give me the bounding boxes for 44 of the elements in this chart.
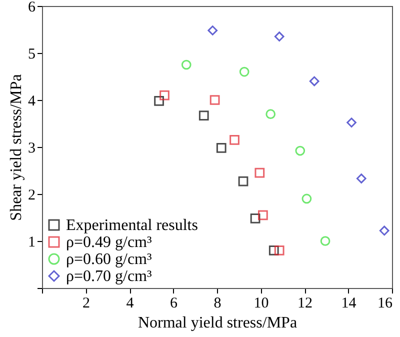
y-axis-title: Shear yield stress/MPa bbox=[8, 74, 25, 221]
y-tick-label: 2 bbox=[28, 188, 36, 204]
y-tick-label: 6 bbox=[28, 0, 36, 16]
point bbox=[320, 236, 330, 246]
point bbox=[309, 76, 320, 86]
point bbox=[208, 26, 218, 36]
point bbox=[295, 146, 306, 156]
legend-label: ρ=0.60 g/cm³ bbox=[66, 251, 152, 268]
point bbox=[266, 109, 276, 120]
x-tick-label: 6 bbox=[170, 296, 178, 312]
legend-label: ρ=0.49 g/cm³ bbox=[66, 234, 152, 251]
point bbox=[258, 210, 268, 220]
point bbox=[230, 135, 240, 145]
point bbox=[346, 118, 356, 128]
point bbox=[356, 174, 366, 184]
y-tick-label: 1 bbox=[28, 234, 36, 250]
point bbox=[239, 66, 250, 77]
point bbox=[181, 60, 192, 70]
point bbox=[210, 95, 220, 105]
x-tick-label: 4 bbox=[126, 296, 134, 312]
x-axis-title: Normal yield stress/MPa bbox=[138, 314, 298, 332]
x-tick-label: 10 bbox=[254, 296, 269, 312]
point bbox=[238, 176, 248, 186]
point bbox=[268, 245, 279, 256]
point bbox=[216, 143, 226, 153]
x-tick-label: 14 bbox=[341, 296, 357, 312]
x-tick-label: 16 bbox=[378, 296, 393, 312]
x-tick-label: 12 bbox=[298, 296, 312, 312]
legend-label: ρ=0.70 g/cm³ bbox=[66, 268, 152, 285]
x-tick-label: 2 bbox=[82, 296, 90, 312]
y-tick-label: 4 bbox=[28, 94, 36, 110]
point bbox=[274, 245, 284, 256]
y-tick-label: 3 bbox=[28, 140, 36, 156]
x-tick-label: 8 bbox=[214, 296, 222, 312]
point bbox=[302, 194, 312, 204]
point bbox=[154, 96, 164, 106]
point bbox=[274, 32, 284, 42]
y-tick-label: 5 bbox=[28, 46, 36, 62]
point bbox=[160, 90, 170, 100]
legend-label: Experimental results bbox=[66, 217, 198, 234]
point bbox=[198, 110, 209, 120]
point bbox=[254, 168, 265, 178]
point bbox=[379, 226, 390, 236]
point bbox=[250, 214, 260, 224]
